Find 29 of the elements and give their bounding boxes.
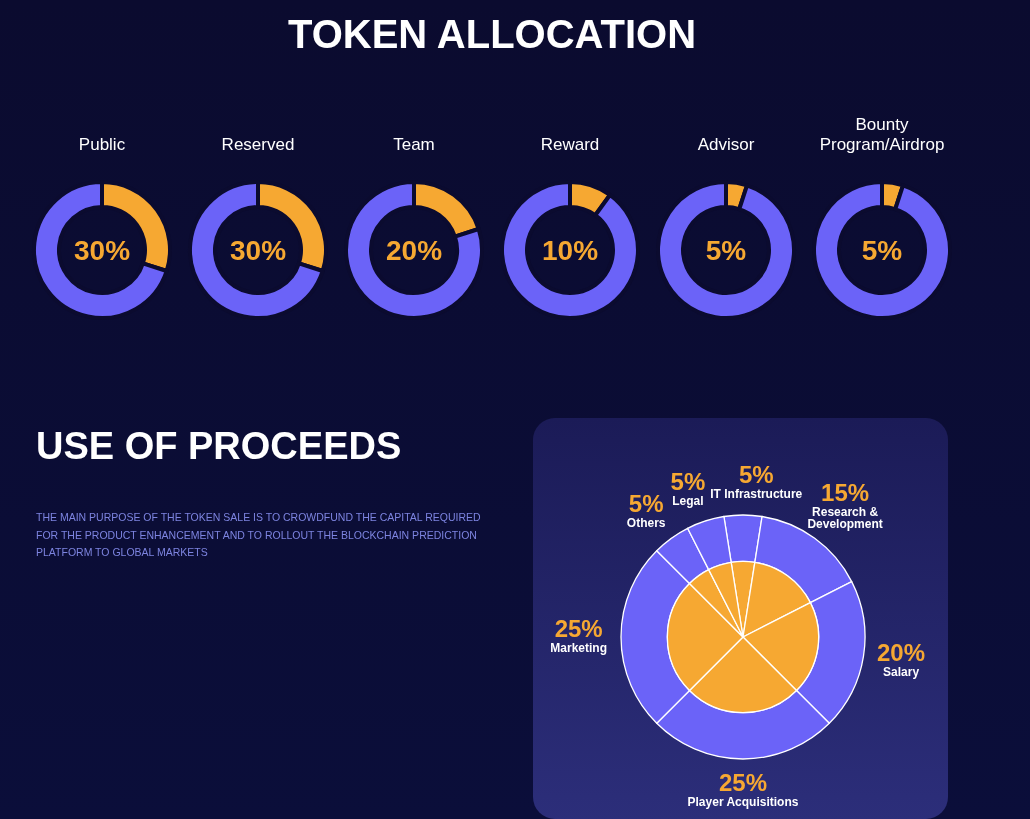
slice-label: Marketing [550, 640, 607, 655]
data-label: 5% [670, 468, 706, 496]
data-label: 15% [821, 478, 870, 506]
text: 20% [385, 235, 443, 266]
text: 30% [229, 235, 287, 266]
slice-label: Salary [883, 664, 920, 679]
chart-title: Reward [540, 135, 600, 154]
text: 30% [73, 235, 131, 266]
chart-title: Bounty Program/Airdrop [819, 115, 945, 154]
slice-label: Player Acquisitions [687, 795, 799, 809]
data-label: 5% [738, 460, 774, 488]
text: THE MAIN PURPOSE OF THE TOKEN SALE IS TO CROWDFUND THE CAPITAL REQUIRED FOR THE PRODUCT ENHANCEMENT AND TO ROLLOUT THE BLOCKCHAIN PREDICTION PLATFORM TO GLOBAL MARKETS [36, 511, 481, 558]
slice-label: Legal [672, 494, 704, 509]
text: 5% [705, 235, 747, 266]
text: 10% [541, 235, 599, 266]
chart-title: Team [393, 135, 435, 154]
chart-title: Advisor [697, 135, 755, 154]
slice-label: Research & Development [807, 504, 883, 532]
text: TOKEN ALLOCATION [287, 12, 697, 56]
slice-label: Others [626, 515, 666, 530]
data-label: 20% [877, 638, 926, 666]
text: 5% [861, 235, 903, 266]
data-label: 5% [628, 489, 664, 517]
slice-label: IT Infrastructure [710, 486, 803, 501]
chart-title: Reserved [221, 135, 295, 154]
data-label: 25% [554, 614, 603, 642]
chart-title: Public [78, 135, 126, 154]
data-label: 25% [718, 769, 768, 796]
text: USE OF PROCEEDS [36, 425, 402, 467]
